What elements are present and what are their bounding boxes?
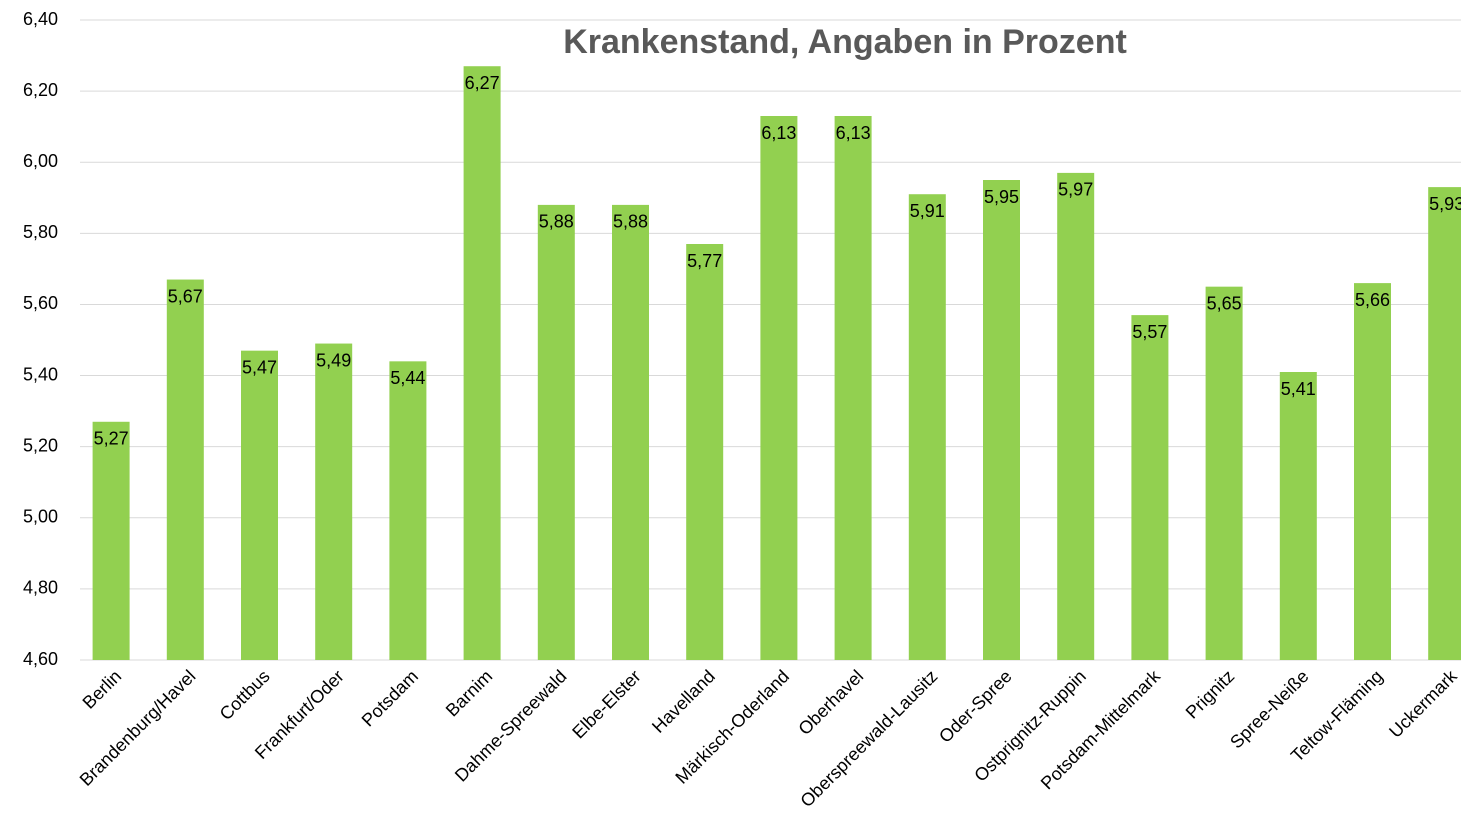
bar (1131, 315, 1169, 660)
y-tick-label: 6,00 (23, 151, 58, 171)
data-label: 5,91 (910, 201, 945, 221)
bar (834, 116, 872, 660)
x-tick-label: Potsdam (358, 666, 422, 730)
data-label: 6,13 (836, 123, 871, 143)
data-label: 5,47 (242, 357, 277, 377)
data-label: 5,95 (984, 187, 1019, 207)
bar (92, 421, 130, 660)
data-label: 5,88 (613, 212, 648, 232)
bar (1205, 286, 1243, 660)
x-tick-label: Havelland (648, 666, 719, 737)
data-label: 5,44 (390, 368, 425, 388)
data-label: 5,88 (539, 212, 574, 232)
x-tick-label: Barnim (442, 666, 496, 720)
bar (389, 361, 427, 660)
y-tick-label: 4,80 (23, 578, 58, 598)
data-label: 5,67 (168, 286, 203, 306)
y-tick-label: 6,20 (23, 80, 58, 100)
bar (612, 204, 649, 660)
y-tick-label: 5,00 (23, 507, 58, 527)
y-tick-label: 6,40 (23, 9, 58, 29)
y-tick-label: 5,20 (23, 435, 58, 455)
bar (760, 116, 798, 660)
y-tick-label: 5,40 (23, 364, 58, 384)
y-tick-label: 5,80 (23, 222, 58, 242)
data-label: 5,66 (1355, 290, 1390, 310)
y-tick-label: 5,60 (23, 293, 58, 313)
bar (315, 343, 353, 660)
data-label: 6,27 (465, 73, 500, 93)
x-tick-label: Oberhavel (794, 666, 867, 739)
bar (1057, 172, 1095, 660)
x-tick-label: Oder-Spree (935, 666, 1016, 747)
chart-title: Krankenstand, Angaben in Prozent (563, 23, 1127, 61)
bar (1354, 283, 1391, 660)
bar (686, 244, 724, 660)
bar (241, 350, 278, 660)
data-label: 5,57 (1132, 322, 1167, 342)
x-tick-label: Uckermark (1385, 665, 1461, 741)
data-label: 5,27 (94, 429, 129, 449)
x-tick-label: Elbe-Elster (568, 666, 644, 742)
data-label: 6,13 (761, 123, 796, 143)
x-tick-label: Prignitz (1182, 666, 1239, 723)
bar (537, 204, 575, 660)
bar (463, 66, 501, 660)
data-label: 5,97 (1058, 180, 1093, 200)
data-label: 5,49 (316, 350, 351, 370)
bar (1428, 187, 1461, 660)
y-tick-label: 4,60 (23, 649, 58, 669)
data-label: 5,93 (1429, 194, 1461, 214)
x-tick-label: Berlin (79, 666, 126, 713)
data-label: 5,65 (1207, 293, 1242, 313)
data-label: 5,41 (1281, 379, 1316, 399)
x-tick-label: Cottbus (216, 666, 274, 724)
bar (983, 180, 1020, 660)
bar (1279, 372, 1317, 660)
bar (908, 194, 946, 660)
data-label: 5,77 (687, 251, 722, 271)
x-tick-label: Oberspreewald-Lausitz (796, 666, 941, 811)
bar (166, 279, 204, 660)
